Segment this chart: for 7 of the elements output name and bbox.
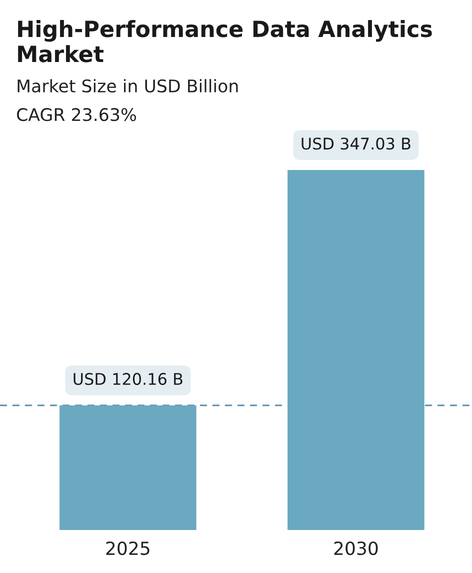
text: CAGR 23.63% [17,108,136,122]
data-label: USD 347.03 B [302,138,410,150]
chart-title: High-Performance Data Analytics Market [18,20,432,62]
x-tick-label: 2030 [334,541,378,556]
data-label: USD 120.16 B [74,372,182,386]
chart-subtitle: Market Size in USD Billion [18,79,238,93]
x-tick-label: 2025 [106,541,150,556]
